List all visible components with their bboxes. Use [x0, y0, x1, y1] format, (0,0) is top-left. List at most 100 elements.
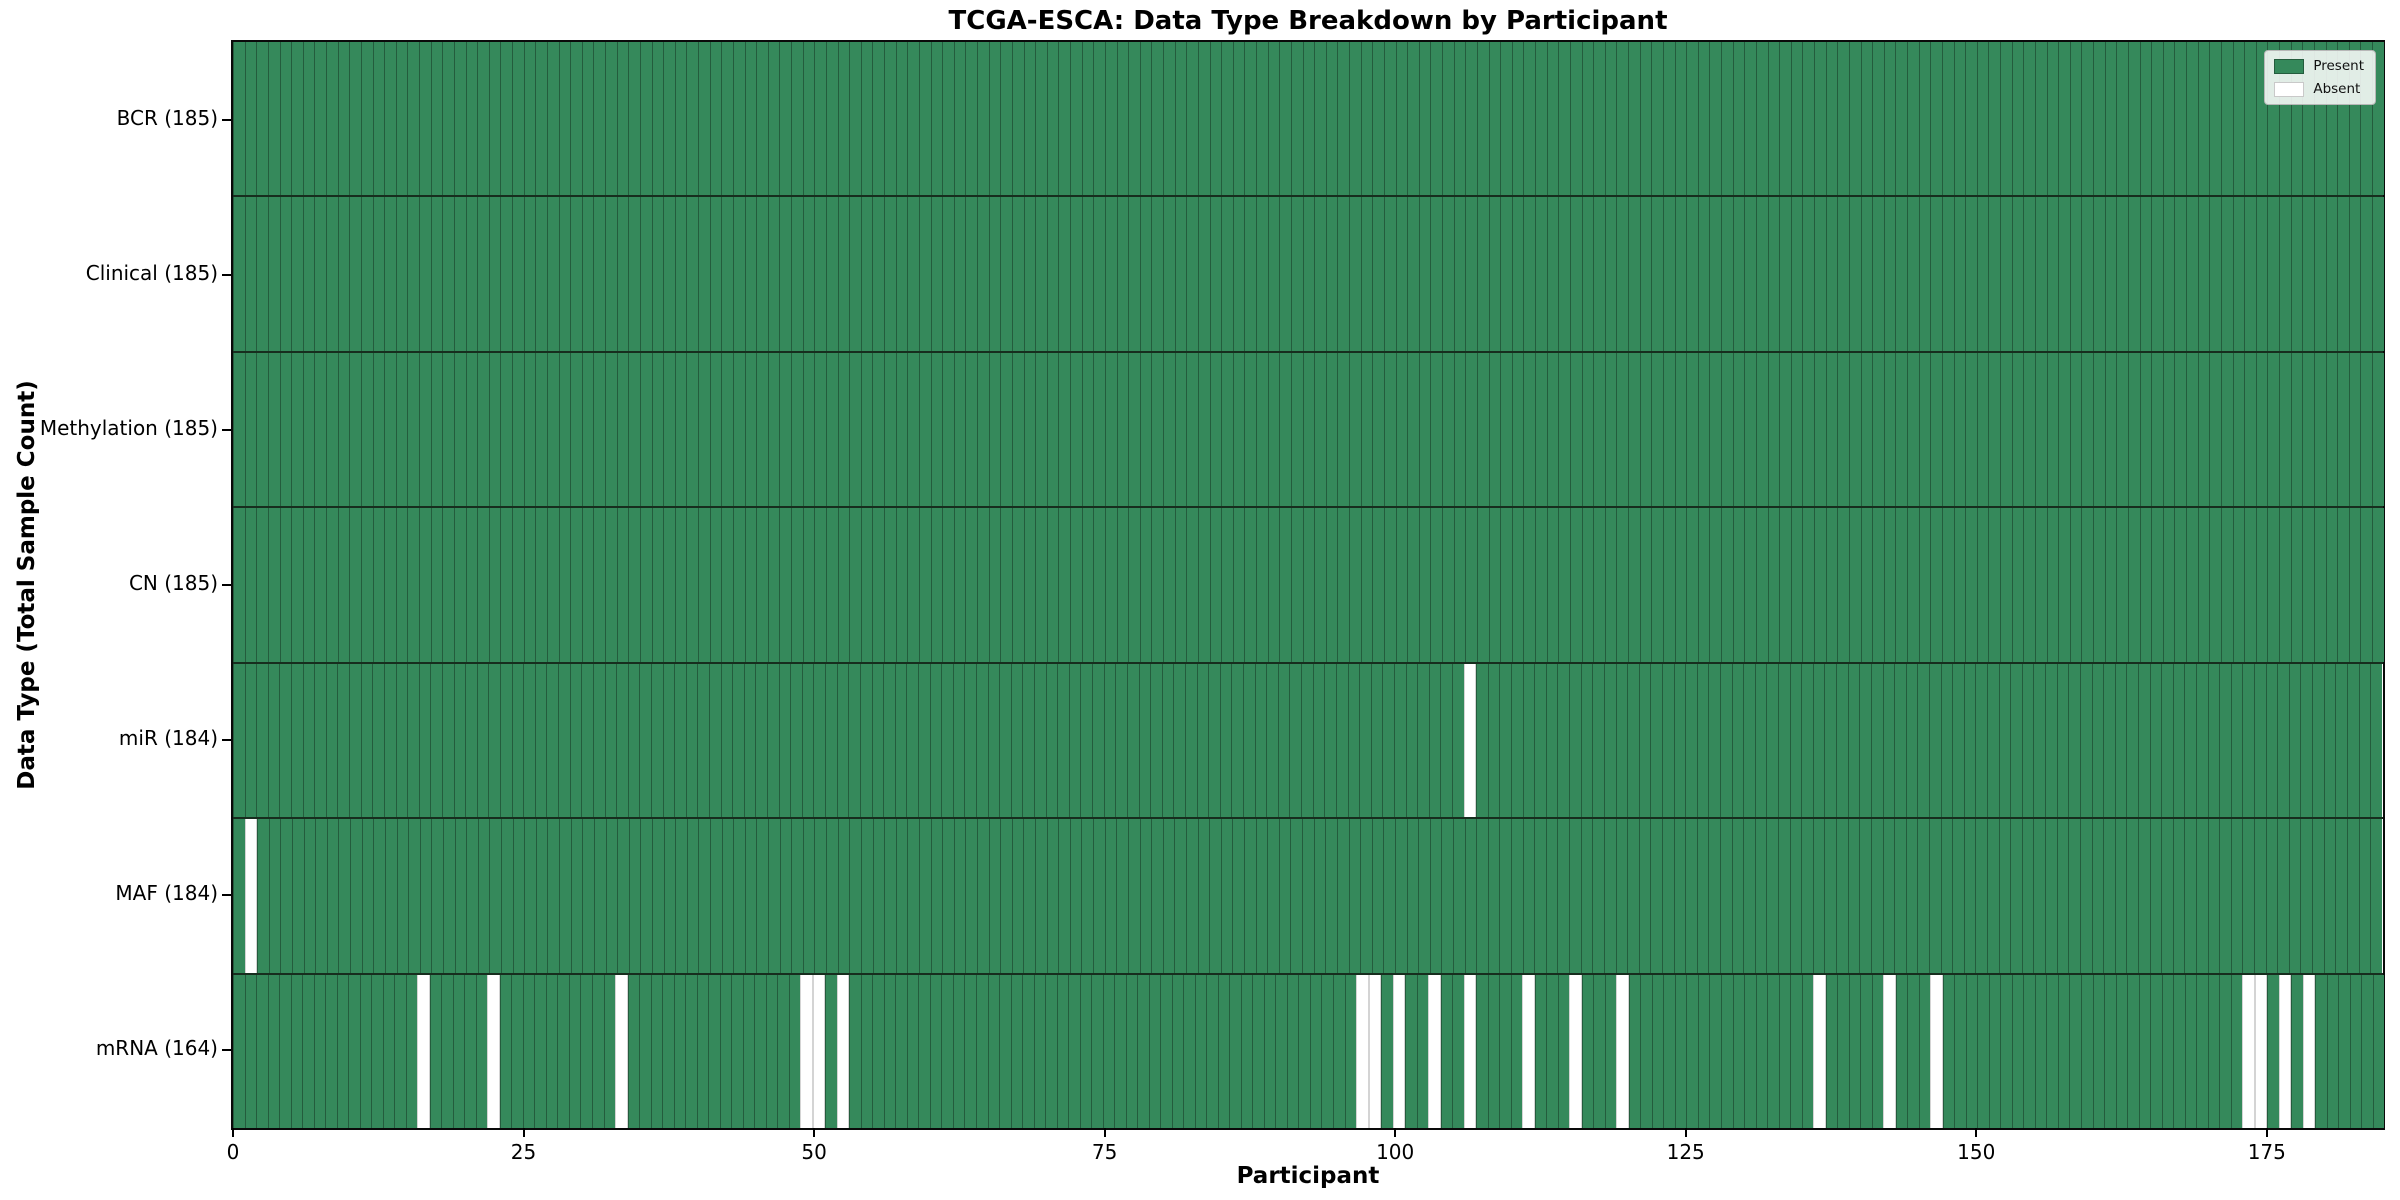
cell-present — [662, 663, 675, 818]
cell-present — [1883, 352, 1896, 507]
cell-present — [500, 197, 512, 351]
cell-present — [1500, 42, 1512, 196]
cell-present — [2174, 197, 2186, 351]
cell-present — [709, 508, 722, 662]
cell-present — [1476, 974, 1488, 1128]
cell-present — [1418, 352, 1431, 507]
cell-present — [1023, 819, 1036, 973]
cell-present — [686, 819, 699, 973]
cell-present — [359, 974, 372, 1128]
cell-present — [721, 197, 733, 351]
cell-present — [2358, 663, 2371, 818]
cell-present — [1651, 197, 1663, 351]
cell-present — [1442, 197, 1454, 351]
cell-present — [2091, 819, 2104, 973]
cell-present — [801, 663, 814, 818]
cell-present — [673, 974, 686, 1128]
cell-present — [1674, 352, 1687, 507]
cell-present — [1301, 663, 1313, 818]
y-tick-label-clinical: Clinical (185) — [85, 260, 218, 285]
cell-present — [1918, 42, 1931, 196]
cell-present — [2197, 352, 2210, 507]
cell-present — [267, 974, 280, 1128]
cell-present — [2279, 197, 2291, 351]
cell-present — [917, 663, 930, 818]
cell-present — [337, 42, 350, 196]
x-tick-mark — [522, 1128, 525, 1137]
cell-present — [1173, 663, 1185, 818]
cell-present — [1034, 663, 1046, 818]
cell-present — [1138, 663, 1151, 818]
cell-present — [2149, 663, 2162, 818]
cell-present — [557, 974, 569, 1128]
cell-present — [407, 663, 419, 818]
cell-present — [360, 663, 373, 818]
cell-present — [1395, 42, 1408, 196]
cell-present — [593, 508, 605, 662]
cell-present — [802, 197, 815, 351]
cell-present — [256, 974, 268, 1128]
cell-present — [930, 352, 943, 507]
cell-present — [952, 663, 965, 818]
cell-present — [1721, 508, 1733, 662]
cell-present — [1604, 974, 1617, 1128]
cell-present — [453, 663, 466, 818]
cell-present — [1416, 974, 1429, 1128]
cell-present — [779, 508, 791, 662]
cell-present — [604, 663, 617, 818]
cell-present — [802, 508, 815, 662]
cell-present — [1406, 819, 1419, 973]
cell-present — [2069, 974, 2081, 1128]
cell-present — [767, 352, 780, 507]
cell-present — [918, 508, 931, 662]
cell-present — [477, 197, 489, 351]
cell-present — [2069, 508, 2082, 662]
cell-present — [2300, 663, 2313, 818]
cell-present — [1487, 974, 1500, 1128]
cell-present — [1767, 42, 1780, 196]
cell-present — [1349, 352, 1361, 507]
cell-present — [1965, 508, 1977, 662]
cell-present — [1314, 197, 1326, 351]
cell-present — [1557, 819, 1570, 973]
cell-present — [465, 42, 478, 196]
cell-present — [1640, 974, 1652, 1128]
cell-present — [1686, 197, 1698, 351]
cell-present — [267, 663, 280, 818]
cell-present — [1035, 352, 1047, 507]
cell-present — [2186, 352, 2198, 507]
cell-present — [651, 819, 664, 973]
cell-present — [1151, 508, 1163, 662]
cell-present — [1941, 508, 1954, 662]
cell-present — [1859, 819, 1871, 973]
cell-present — [1256, 42, 1268, 196]
cell-present — [1697, 352, 1710, 507]
cell-present — [1954, 974, 1966, 1128]
cell-present — [849, 42, 861, 196]
cell-present — [2346, 819, 2359, 973]
cell-present — [256, 663, 268, 818]
cell-present — [1163, 352, 1175, 507]
cell-present — [731, 974, 743, 1128]
cell-present — [452, 974, 465, 1128]
cell-present — [1988, 197, 2000, 351]
cell-present — [1349, 508, 1361, 662]
cell-present — [1847, 663, 1860, 818]
cell-present — [1104, 42, 1117, 196]
legend-swatch-absent — [2274, 81, 2305, 97]
cell-present — [279, 508, 292, 662]
x-tick-label-25: 25 — [510, 1140, 537, 1164]
cell-present — [1650, 663, 1662, 818]
cell-present — [1453, 352, 1466, 507]
cell-present — [1720, 819, 1732, 973]
cell-present — [895, 352, 908, 507]
cell-present — [2103, 819, 2115, 973]
cell-present — [302, 508, 315, 662]
cell-present — [1952, 819, 1964, 973]
cell-present — [1209, 197, 1222, 351]
cell-present — [1302, 42, 1315, 196]
cell-present — [1092, 663, 1104, 818]
cell-present — [732, 352, 745, 507]
cell-present — [1638, 819, 1651, 973]
cell-present — [2058, 197, 2070, 351]
